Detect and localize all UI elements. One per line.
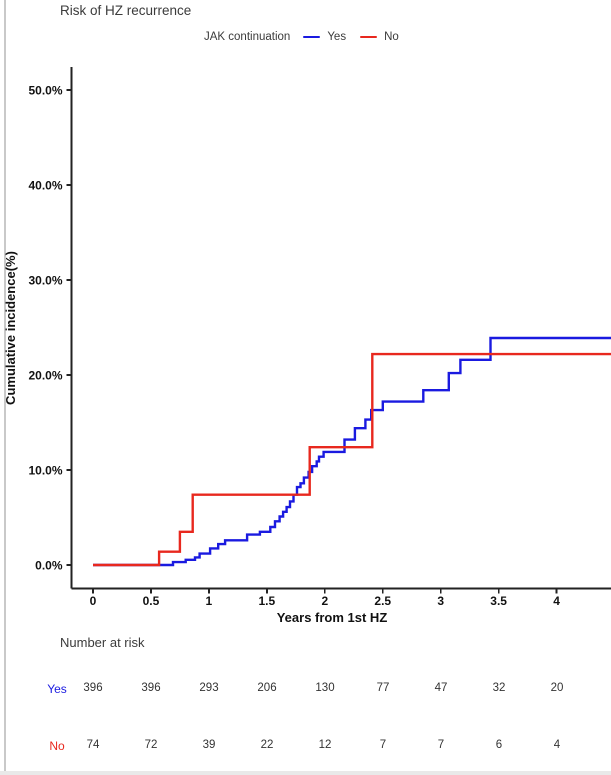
risk-value: 12: [318, 739, 332, 751]
risk-value: 4: [553, 739, 561, 751]
x-axis-title: Years from 1st HZ: [277, 610, 388, 625]
risk-value: 47: [434, 682, 448, 694]
risk-value: 293: [199, 682, 219, 694]
y-tick-label: 0.0%: [35, 559, 63, 573]
risk-value: 39: [202, 739, 216, 751]
risk-value: 32: [492, 682, 506, 694]
risk-table-header: Number at risk: [60, 635, 145, 650]
risk-value: 206: [257, 682, 277, 694]
risk-value: 396: [83, 682, 103, 694]
y-tick-label: 40.0%: [28, 179, 62, 193]
risk-value: 7: [379, 739, 387, 751]
legend-item-yes: Yes: [303, 31, 346, 43]
window-left-border: [4, 0, 6, 775]
risk-value: 72: [144, 739, 158, 751]
risk-row-label-yes: Yes: [47, 682, 67, 696]
y-tick-label: 20.0%: [28, 369, 62, 383]
x-tick-label: 0: [90, 594, 97, 608]
window-bottom-strip: [0, 771, 611, 775]
risk-value: 20: [550, 682, 564, 694]
legend-item-label: Yes: [327, 31, 347, 43]
risk-value: 7: [437, 739, 445, 751]
y-tick-label: 50.0%: [28, 84, 62, 98]
risk-value: 74: [86, 739, 100, 751]
x-tick-label: 4: [553, 594, 560, 608]
y-tick-label: 10.0%: [28, 464, 62, 478]
legend: JAK continuation Yes No: [204, 31, 413, 43]
legend-item-label: No: [384, 31, 399, 43]
x-tick-label: 1.5: [259, 594, 276, 608]
x-tick-label: 0.5: [143, 594, 160, 608]
legend-title: JAK continuation: [204, 31, 291, 43]
series-no-curve: [93, 352, 611, 567]
risk-value: 6: [495, 739, 503, 751]
risk-value: 396: [141, 682, 161, 694]
chart-title: Risk of HZ recurrence: [60, 3, 192, 18]
risk-row-label-no: No: [49, 739, 65, 753]
yes-line-swatch-icon: [303, 35, 321, 39]
risk-value: 130: [315, 682, 335, 694]
x-tick-label: 1: [206, 594, 213, 608]
no-line-swatch-icon: [360, 35, 378, 39]
x-tick-label: 3: [437, 594, 444, 608]
x-tick-label: 2: [321, 594, 328, 608]
x-tick-label: 3.5: [490, 594, 507, 608]
x-tick-label: 2.5: [374, 594, 391, 608]
series-yes-curve: [93, 336, 611, 567]
y-axis-title: Cumulative incidence(%): [3, 251, 18, 405]
cumulative-incidence-chart: 0.0% 10.0% 20.0% 30.0% 40.0% 50.0% 0 0.5 1 1.5 2 2.…: [3, 67, 611, 625]
risk-value: 22: [260, 739, 274, 751]
risk-value: 77: [376, 682, 390, 694]
legend-item-no: No: [360, 31, 399, 43]
y-tick-label: 30.0%: [28, 274, 62, 288]
